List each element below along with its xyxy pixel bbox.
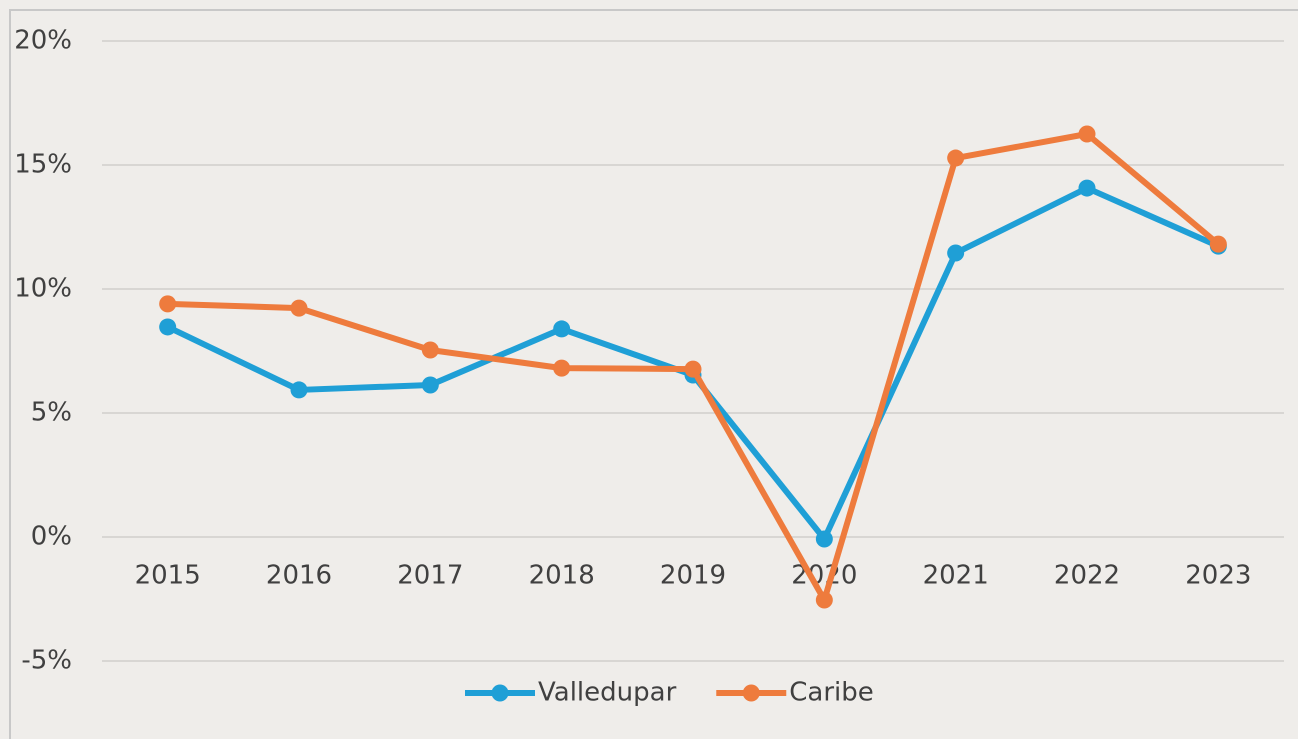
point	[553, 320, 571, 338]
chart-frame	[9, 9, 1298, 739]
legend-label: Caribe	[789, 678, 874, 708]
point	[815, 591, 833, 609]
x-tick-label: 2019	[660, 561, 726, 591]
point	[1078, 179, 1096, 197]
point	[421, 376, 439, 394]
point	[684, 360, 702, 378]
x-tick-label: 2022	[1054, 561, 1120, 591]
y-tick-label: 20%	[14, 26, 72, 56]
legend-label: Valledupar	[538, 678, 677, 708]
x-tick-label: 2018	[529, 561, 595, 591]
point	[159, 318, 177, 336]
y-tick-label: 15%	[14, 150, 72, 180]
x-tick-label: 2016	[266, 561, 332, 591]
point	[290, 381, 308, 399]
point	[553, 359, 571, 377]
point	[159, 295, 177, 313]
legend-marker	[491, 684, 509, 702]
point	[1078, 125, 1096, 143]
y-tick-label: 5%	[31, 398, 72, 428]
point	[290, 299, 308, 317]
legend-marker	[742, 684, 760, 702]
y-tick-label: 0%	[31, 522, 72, 552]
point	[947, 149, 965, 167]
x-tick-label: 2017	[397, 561, 463, 591]
y-tick-label: -5%	[21, 646, 72, 676]
x-tick-label: 2021	[923, 561, 989, 591]
x-tick-label: 2015	[135, 561, 201, 591]
point	[815, 530, 833, 548]
point	[947, 244, 965, 262]
point	[1209, 235, 1227, 253]
y-tick-label: 10%	[14, 274, 72, 304]
point	[421, 341, 439, 359]
x-tick-label: 2023	[1185, 561, 1251, 591]
